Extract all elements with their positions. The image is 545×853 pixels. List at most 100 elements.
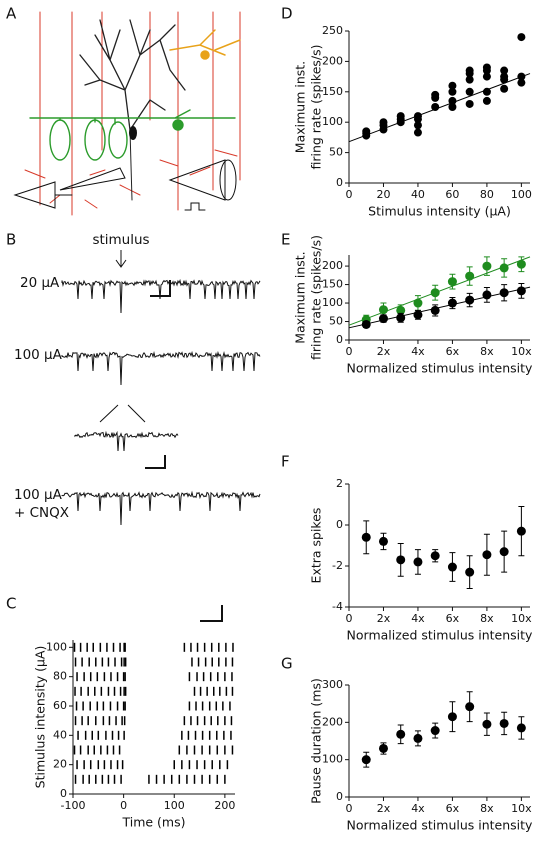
y-tick-label: 80 xyxy=(53,670,67,683)
point xyxy=(465,271,475,281)
y-tick-label: 20 xyxy=(53,758,67,771)
x-tick-label: 0 xyxy=(346,802,353,815)
x-axis-label: Time (ms) xyxy=(121,815,185,830)
y-tick-label: -2 xyxy=(332,559,343,572)
stimulus-arrow xyxy=(115,250,127,268)
point xyxy=(430,288,440,298)
x-tick-label: 6x xyxy=(446,612,460,625)
point xyxy=(465,87,474,96)
point xyxy=(465,66,474,75)
x-axis-label: Stimulus intensity (μA) xyxy=(368,204,511,219)
y-tick-label: 40 xyxy=(53,728,67,741)
point xyxy=(396,112,405,121)
point xyxy=(516,259,526,269)
panel-label: D xyxy=(281,5,293,23)
y-tick-label: 200 xyxy=(322,715,343,728)
trace-label: 100 μA xyxy=(14,347,63,363)
point xyxy=(499,288,509,298)
y-tick-label: 50 xyxy=(329,315,343,328)
y-tick-label: 0 xyxy=(60,787,67,800)
y-tick-label: 200 xyxy=(322,54,343,67)
point xyxy=(465,702,475,712)
axis-line xyxy=(348,685,530,798)
point xyxy=(482,72,491,81)
point xyxy=(482,550,492,560)
x-tick-label: 200 xyxy=(214,799,235,812)
point xyxy=(482,719,492,729)
x-tick-label: 4x xyxy=(411,612,425,625)
point xyxy=(379,118,388,127)
point xyxy=(482,87,491,96)
y-tick-label: 0 xyxy=(336,790,343,803)
y-axis-label: Stimulus intensity (μA) xyxy=(33,646,48,789)
y-tick-label: 100 xyxy=(322,753,343,766)
trace-label: + CNQX xyxy=(14,505,69,521)
x-tick-label: 0 xyxy=(120,799,127,812)
point xyxy=(430,305,440,315)
x-tick-label: 60 xyxy=(445,188,459,201)
point xyxy=(447,298,457,308)
y-tick-label: 0 xyxy=(336,176,343,189)
trace xyxy=(61,490,261,526)
point xyxy=(465,567,475,577)
point xyxy=(447,562,457,572)
x-tick-label: 6x xyxy=(446,345,460,358)
point xyxy=(396,313,406,323)
x-tick-label: 10x xyxy=(511,802,532,815)
x-tick-label: 2x xyxy=(377,612,391,625)
circuit-diagram xyxy=(13,11,241,216)
point xyxy=(516,286,526,296)
axis-line xyxy=(348,484,530,608)
x-tick-label: 100 xyxy=(511,188,532,201)
point xyxy=(499,547,509,557)
point xyxy=(448,87,457,96)
x-tick-label: 40 xyxy=(411,188,425,201)
y-tick-label: 60 xyxy=(53,699,67,712)
fit-line xyxy=(348,73,531,143)
point xyxy=(378,743,388,753)
x-tick-label: 100 xyxy=(164,799,185,812)
axis-line xyxy=(348,31,530,184)
panel-label: A xyxy=(6,5,17,23)
x-tick-label: 2x xyxy=(377,802,391,815)
y-tick-label: 150 xyxy=(322,85,343,98)
point xyxy=(413,121,422,130)
point xyxy=(516,723,526,733)
point xyxy=(361,532,371,542)
x-tick-label: 8x xyxy=(480,612,494,625)
point xyxy=(465,75,474,84)
point xyxy=(482,290,492,300)
y-tick-label: 0 xyxy=(336,518,343,531)
point xyxy=(482,63,491,72)
point xyxy=(430,551,440,561)
x-tick-label: 80 xyxy=(480,188,494,201)
trace xyxy=(61,350,261,386)
stimulus-label: stimulus xyxy=(92,232,149,248)
point xyxy=(396,729,406,739)
point xyxy=(499,718,509,728)
point xyxy=(517,33,526,42)
panel-label: F xyxy=(281,453,290,471)
point xyxy=(396,555,406,565)
point xyxy=(447,277,457,287)
point xyxy=(517,78,526,87)
point xyxy=(430,726,440,736)
point xyxy=(378,536,388,546)
point xyxy=(361,319,371,329)
point xyxy=(448,96,457,105)
y-tick-label: -4 xyxy=(332,600,343,613)
x-tick-label: -100 xyxy=(61,799,86,812)
y-tick-label: 50 xyxy=(329,146,343,159)
y-axis-label: firing rate (spikes/s) xyxy=(309,235,324,360)
y-tick-label: 250 xyxy=(322,24,343,37)
point xyxy=(516,526,526,536)
point xyxy=(431,90,440,99)
point xyxy=(413,112,422,121)
x-tick-label: 4x xyxy=(411,802,425,815)
scale-bars xyxy=(99,280,223,622)
point xyxy=(500,72,509,81)
point xyxy=(500,66,509,75)
x-tick-label: 0 xyxy=(346,345,353,358)
point xyxy=(447,712,457,722)
x-tick-label: 10x xyxy=(511,612,532,625)
